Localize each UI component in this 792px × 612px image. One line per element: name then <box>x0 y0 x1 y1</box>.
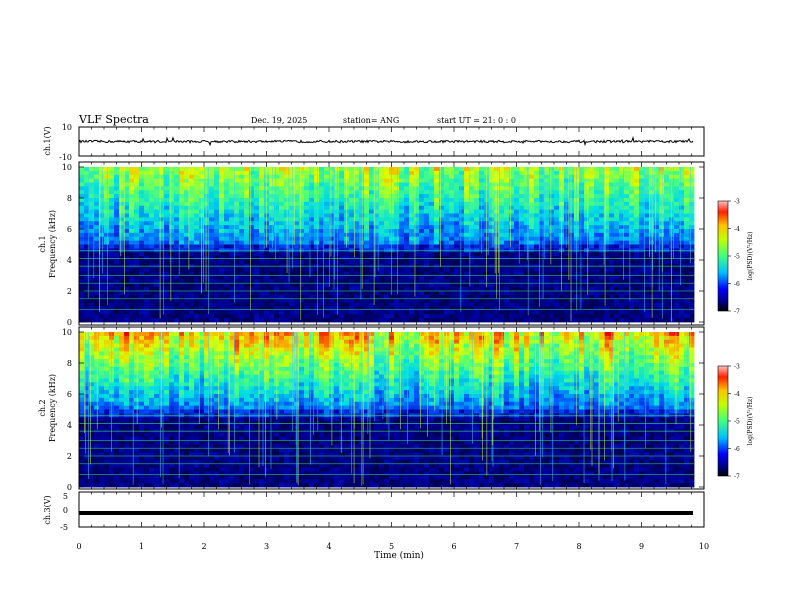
colorbar-tick-label: -6 <box>734 281 740 288</box>
ch1-colorbar-label: log(PSD)(V²/Hz) <box>747 232 754 281</box>
ch1-waveform-panel: 10 -10 ch.1(V) <box>43 123 705 162</box>
x-tick-label: 0 <box>76 542 81 551</box>
colorbar-tick-label: -3 <box>734 199 740 206</box>
colorbar-tick-label: -5 <box>734 419 740 426</box>
y-tick-label: 4 <box>67 256 72 265</box>
x-axis-label: Time (min) <box>374 550 424 561</box>
station-label: station= ANG <box>343 116 399 125</box>
ch1-spectrogram-image <box>79 167 695 323</box>
x-tick-label: 10 <box>699 542 709 551</box>
x-tick-label: 7 <box>514 542 519 551</box>
ch3-waveform-ylabel: ch.3(V) <box>43 495 52 524</box>
x-tick-label: 8 <box>576 542 581 551</box>
date-label: Dec. 19, 2025 <box>251 116 307 125</box>
ch1-colorbar: -3 -4 -5 -6 -7 log(PSD)(V²/Hz) <box>717 199 754 316</box>
ch1-waveform-trace <box>78 136 694 147</box>
ch3-ytick-mid: 0 <box>63 506 68 515</box>
ch3-ytick-top: 5 <box>63 492 68 501</box>
ch2-colorbar-label: log(PSD)(V²/Hz) <box>747 397 754 446</box>
ch2-spec-channel-label: ch.2 <box>38 399 47 416</box>
y-tick-label: 6 <box>67 390 72 399</box>
y-tick-label: 10 <box>62 328 72 337</box>
x-tick-label: 9 <box>639 542 644 551</box>
ch1-spec-ylabel: Frequency (kHz) <box>48 210 57 278</box>
y-tick-label: 2 <box>67 287 72 296</box>
ch3-ytick-bottom: -5 <box>60 523 68 532</box>
x-axis-tick-labels: 0 1 2 3 4 5 6 7 8 9 10 <box>76 542 709 551</box>
colorbar-tick-label: -7 <box>734 309 740 316</box>
y-tick-label: 0 <box>67 318 72 327</box>
colorbar-tick-label: -5 <box>734 254 740 261</box>
ch3-waveform-panel: 5 0 -5 ch.3(V) <box>43 491 705 532</box>
figure-title: VLF Spectra <box>78 113 149 126</box>
x-tick-label: 4 <box>326 542 331 551</box>
colorbar-tick-label: -3 <box>734 364 740 371</box>
ch3-waveform-trace <box>79 511 693 515</box>
x-tick-label: 2 <box>201 542 206 551</box>
start-time-label: start UT = 21: 0 : 0 <box>437 116 516 125</box>
colorbar-tick-label: -4 <box>734 226 740 233</box>
ch1-waveform-ylabel: ch.1(V) <box>43 126 52 155</box>
x-tick-label: 5 <box>389 542 394 551</box>
colorbar-tick-label: -7 <box>734 474 740 481</box>
y-tick-label: 10 <box>62 163 72 172</box>
ch1-ytick-bottom: -10 <box>59 153 72 162</box>
y-tick-label: 8 <box>67 359 72 368</box>
ch2-spec-ylabel: Frequency (kHz) <box>48 374 57 442</box>
ch1-spectrogram-panel: 0 2 4 6 8 10 ch.1 Frequency (kHz) <box>38 161 705 327</box>
colorbar-tick-label: -6 <box>734 446 740 453</box>
y-tick-label: 6 <box>67 225 72 234</box>
x-tick-label: 3 <box>264 542 269 551</box>
ch2-spectrogram-image <box>79 332 695 488</box>
y-tick-label: 4 <box>67 421 72 430</box>
x-tick-label: 1 <box>139 542 144 551</box>
ch2-colorbar: -3 -4 -5 -6 -7 log(PSD)(V²/Hz) <box>717 364 754 481</box>
y-tick-label: 8 <box>67 194 72 203</box>
y-tick-label: 0 <box>67 483 72 492</box>
ch2-spectrogram-panel: 0 2 4 6 8 10 ch.2 Frequency (kHz) <box>38 326 705 492</box>
ch1-ytick-top: 10 <box>62 123 72 132</box>
x-tick-label: 6 <box>451 542 456 551</box>
ch1-spec-channel-label: ch.1 <box>38 235 47 252</box>
colorbar-tick-label: -4 <box>734 391 740 398</box>
y-tick-label: 2 <box>67 452 72 461</box>
